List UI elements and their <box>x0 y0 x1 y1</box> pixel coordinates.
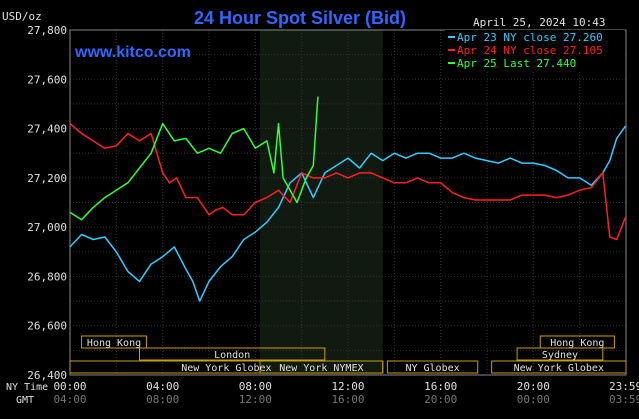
series-line <box>69 125 627 302</box>
x-tick-labels: 00:00 04:00 08:00 12:00 16:00 20:00 23:5904:00… <box>53 380 639 406</box>
unit-label: USD/oz <box>2 10 42 23</box>
x-tick-label-gmt: 16:00 <box>331 393 364 406</box>
session-label: London <box>214 350 250 361</box>
ny-time-label: NY Time <box>6 382 48 393</box>
x-tick-label-ny: 04:00 <box>146 380 179 393</box>
session-bar <box>81 335 147 349</box>
series-lines <box>69 96 627 302</box>
legend-entry: Apr 24 NY close 27.105 <box>457 44 603 57</box>
x-tick-label-ny: 00:00 <box>53 380 86 393</box>
date-label: April 25, 2024 10:43 <box>473 16 605 29</box>
y-tick-label: 26,800 <box>27 270 67 283</box>
session-bar <box>516 347 604 361</box>
plot-border <box>69 29 627 376</box>
watermark: www.kitco.com <box>74 44 191 61</box>
y-tick-label: 26,400 <box>27 369 67 382</box>
session-bars: Hong Kong London New York NYMEX New York Gl… <box>69 335 627 374</box>
x-tick-label-gmt: 08:00 <box>146 393 179 406</box>
legend-entry: Apr 25 Last 27.440 <box>457 57 576 70</box>
session-label: Hong Kong <box>550 338 604 349</box>
x-tick-label-ny: 23:59 <box>609 380 639 393</box>
x-tick-label-ny: 12:00 <box>331 380 364 393</box>
series-line <box>69 96 319 221</box>
x-tick-label-ny: 16:00 <box>424 380 457 393</box>
y-tick-label: 27,400 <box>27 123 67 136</box>
grid <box>70 30 626 375</box>
x-tick-label-gmt: 03:59 <box>609 393 639 406</box>
session-label: New York NYMEX <box>279 363 363 374</box>
y-tick-labels: 27,800 27,600 27,400 27,200 27,000 26,800 26,6… <box>27 24 67 382</box>
x-tick-label-ny: 08:00 <box>239 380 272 393</box>
session-label: Sydney <box>542 350 578 361</box>
gmt-label: GMT <box>16 395 34 406</box>
session-label: New York Globex <box>181 363 271 374</box>
session-bar <box>139 347 326 361</box>
session-label: NY Globex <box>405 363 459 374</box>
legend-box <box>445 30 625 70</box>
session-label: New York Globex <box>514 363 604 374</box>
x-tick-label-gmt: 20:00 <box>424 393 457 406</box>
session-bar <box>69 360 384 374</box>
session-bar <box>386 360 479 374</box>
y-tick-label: 27,200 <box>27 172 67 185</box>
legend-entry: Apr 23 NY close 27.260 <box>457 31 603 44</box>
y-tick-label: 27,800 <box>27 24 67 37</box>
session-label: Hong Kong <box>87 338 141 349</box>
x-tick-label-gmt: 04:00 <box>53 393 86 406</box>
series-line <box>69 123 627 241</box>
x-tick-label-ny: 20:00 <box>517 380 550 393</box>
session-bar <box>491 360 627 374</box>
chart-title: 24 Hour Spot Silver (Bid) <box>194 8 406 28</box>
x-tick-label-gmt: 00:00 <box>517 393 550 406</box>
y-tick-label: 27,000 <box>27 221 67 234</box>
y-tick-label: 26,600 <box>27 320 67 333</box>
x-tick-label-gmt: 12:00 <box>239 393 272 406</box>
y-tick-label: 27,600 <box>27 73 67 86</box>
